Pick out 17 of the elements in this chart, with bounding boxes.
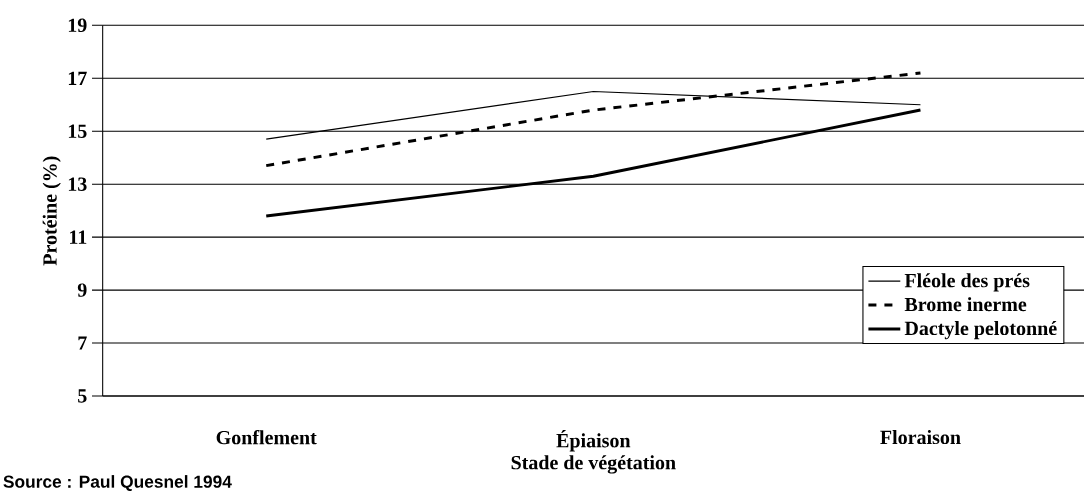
y-tick-label: 19: [68, 18, 87, 33]
legend-label: Fléole des prés: [904, 273, 1030, 292]
y-tick-label: 17: [68, 71, 87, 85]
legend-label: Brome inerme: [904, 297, 1027, 312]
x-axis-title: Stade de végétation: [511, 455, 676, 474]
y-tick-label: 15: [68, 124, 87, 138]
x-tick-label: Épiaison: [556, 430, 631, 452]
y-tick-label: 11: [70, 230, 87, 244]
y-axis-title: Protéine (%): [42, 156, 61, 266]
y-tick-label: 7: [78, 336, 87, 350]
source-note: Source : Paul Quesnel 1994: [3, 475, 232, 492]
legend-label: Dactyle pelotonné: [904, 321, 1057, 340]
y-tick-label: 9: [77, 283, 87, 297]
y-tick-label: 5: [78, 389, 87, 403]
x-tick-label: Gonflement: [216, 430, 317, 445]
y-tick-label: 13: [68, 177, 87, 191]
x-tick-label: Floraison: [880, 430, 961, 445]
